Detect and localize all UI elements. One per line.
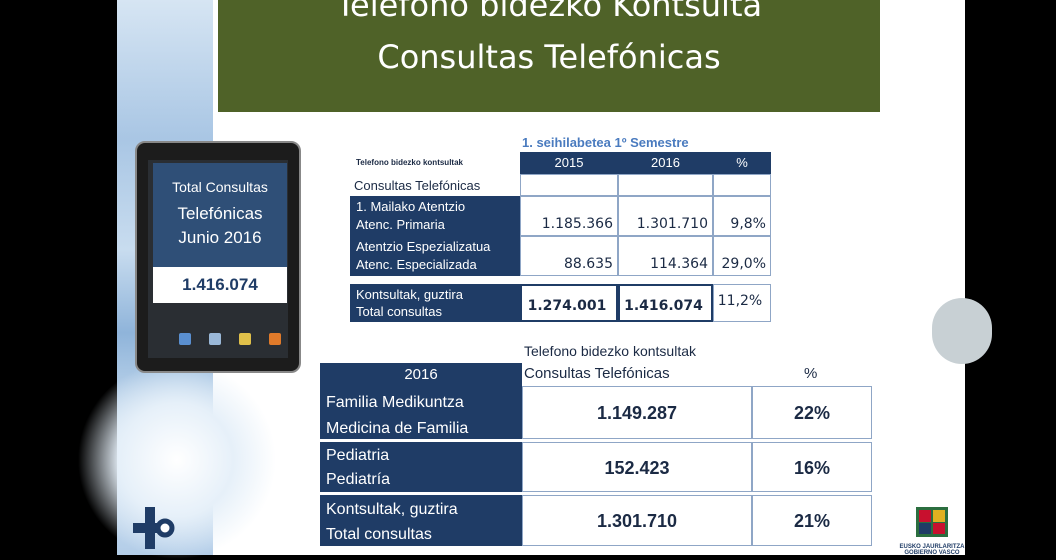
sub-label: Consultas Telefónicas: [354, 178, 481, 193]
logo-text-basque: EUSKO JAURLARITZA: [899, 544, 965, 550]
primaria-pct: 9,8%: [713, 196, 771, 236]
label-spanish: Atenc. Especializada: [356, 257, 477, 272]
app-icon: [269, 333, 281, 345]
tablet-line1: Total Consultas: [172, 179, 268, 195]
familia-pct: 22%: [752, 386, 872, 439]
familia-value: 1.149.287: [522, 386, 752, 439]
coat-of-arms-icon: [916, 507, 948, 537]
label-basque: Familia Medikuntza: [326, 394, 464, 411]
empty-cell: [713, 174, 771, 196]
decorative-right-tab: [932, 298, 992, 364]
title-spanish: Consultas Telefónicas: [377, 38, 721, 76]
tablet-line3: Junio 2016: [178, 228, 262, 247]
row-familia-label: Familia Medikuntza Medicina de Familia: [320, 386, 522, 439]
title-basque: Telefono bidezko Kontsulta: [335, 0, 763, 24]
label-basque: Kontsultak, guztira: [356, 287, 463, 302]
label-spanish: Total consultas: [356, 304, 442, 319]
tablet-line2: Telefónicas: [177, 204, 263, 223]
especializada-2015: 88.635: [520, 236, 618, 276]
label-basque: Atentzio Espezializatua: [356, 239, 491, 254]
primaria-2015: 1.185.366: [520, 196, 618, 236]
osakidetza-logo-icon: [133, 507, 175, 549]
gobierno-vasco-logo: EUSKO JAURLARITZA GOBIERNO VASCO: [898, 505, 966, 556]
col-2015: 2015: [520, 152, 618, 174]
tablet-total-value: 1.416.074: [153, 267, 287, 303]
label-spanish: Total consultas: [326, 526, 432, 543]
app-icon: [209, 333, 221, 345]
label-spanish: Atenc. Primaria: [356, 217, 445, 232]
tablet-graphic: Total Consultas Telefónicas Junio 2016 1…: [135, 141, 301, 373]
label-basque: Pediatria: [326, 447, 390, 464]
col-2016: 2016: [618, 152, 713, 174]
pediatria-pct: 16%: [752, 442, 872, 492]
primaria-2016: 1.301.710: [618, 196, 713, 236]
label-basque: 1. Mailako Atentzio: [356, 199, 466, 214]
pediatria-value: 152.423: [522, 442, 752, 492]
row-primaria-label: 1. Mailako Atentzio Atenc. Primaria: [350, 196, 520, 236]
especializada-pct: 29,0%: [713, 236, 771, 276]
especializada-2016: 114.364: [618, 236, 713, 276]
row-label: Telefono bidezko kontsultak: [356, 158, 463, 167]
empty-cell: [520, 174, 618, 196]
lower-table: 2016 Consultas Telefónicas % Familia Med…: [320, 363, 876, 548]
logo-text-spanish: GOBIERNO VASCO: [904, 550, 960, 556]
label-basque: Kontsultak, guztira: [326, 501, 458, 518]
year-header: 2016: [320, 363, 522, 386]
row-pediatria-label: Pediatria Pediatría: [320, 442, 522, 492]
total-pct: 11,2%: [713, 284, 771, 322]
row-especializada-label: Atentzio Espezializatua Atenc. Especiali…: [350, 236, 520, 276]
empty-cell: [618, 174, 713, 196]
row-total-label: Kontsultak, guztira Total consultas: [350, 284, 520, 322]
app-icon: [239, 333, 251, 345]
semester-table: Telefono bidezko kontsultak 2015 2016 % …: [350, 152, 775, 322]
title-bar: Telefono bidezko Kontsulta Consultas Tel…: [218, 0, 880, 112]
total-pct: 21%: [752, 495, 872, 546]
semester-header: 1. seihilabetea 1º Semestre: [522, 135, 689, 150]
total-value: 1.301.710: [522, 495, 752, 546]
label-spanish: Pediatría: [326, 471, 391, 488]
total-2015: 1.274.001: [520, 284, 618, 322]
tablet-dock: [153, 329, 287, 349]
label-spanish: Medicina de Familia: [326, 420, 469, 437]
row-total-label: Kontsultak, guztira Total consultas: [320, 495, 522, 546]
col-pct: %: [804, 365, 818, 382]
total-2016: 1.416.074: [618, 284, 713, 322]
lower-table-top-label: Telefono bidezko kontsultak: [524, 343, 696, 359]
col-consultas: Consultas Telefónicas: [524, 365, 670, 382]
col-pct: %: [713, 152, 771, 174]
app-icon: [179, 333, 191, 345]
